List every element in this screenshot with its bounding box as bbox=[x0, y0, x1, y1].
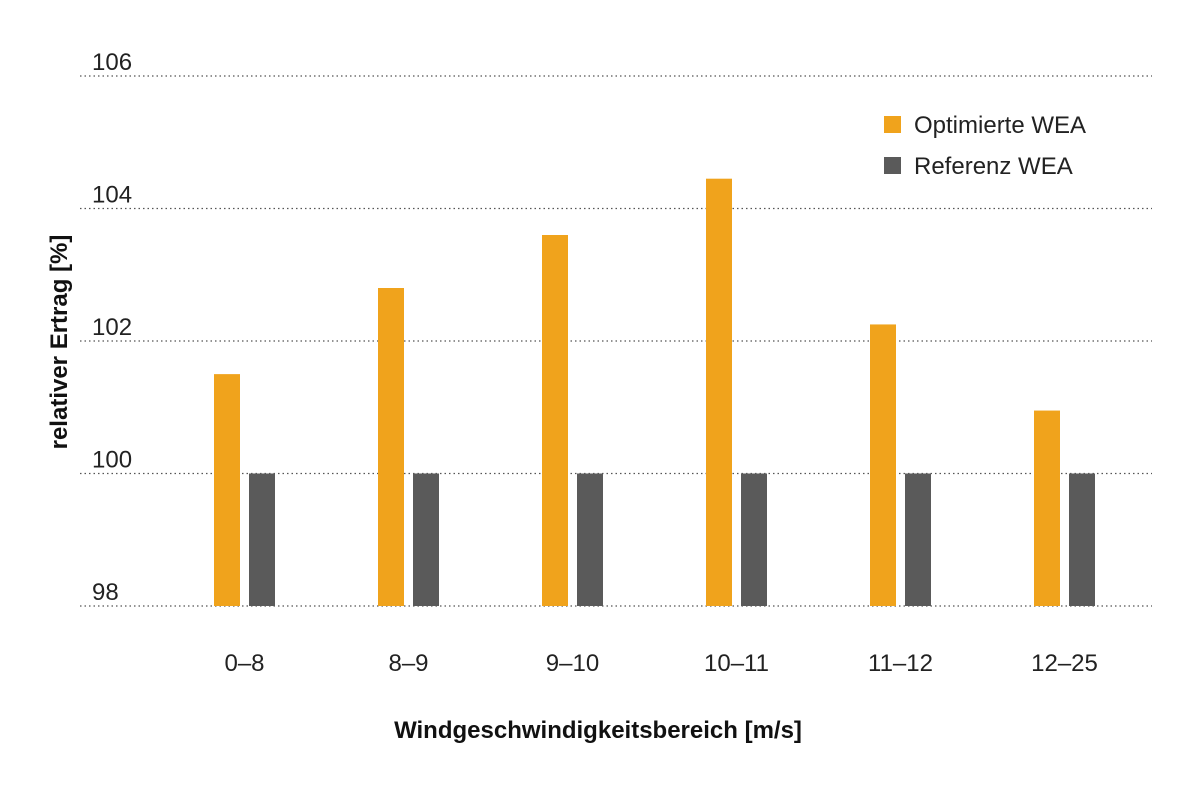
x-axis-title: Windgeschwindigkeitsbereich [m/s] bbox=[394, 717, 802, 744]
y-tick-label: 106 bbox=[92, 49, 132, 76]
bar-series-1-category-4 bbox=[905, 473, 931, 606]
bar-series-0-category-5 bbox=[1034, 410, 1060, 606]
x-tick-label: 0–8 bbox=[224, 650, 264, 677]
y-tick-label: 104 bbox=[92, 182, 132, 209]
bar-series-0-category-3 bbox=[706, 178, 732, 606]
gridlines bbox=[80, 75, 1152, 607]
y-axis-title: relativer Ertrag [%] bbox=[46, 235, 73, 450]
y-tick-label: 102 bbox=[92, 314, 132, 341]
bar-series-1-category-5 bbox=[1069, 473, 1095, 606]
legend-swatch-referenz bbox=[884, 157, 901, 174]
bar-series-0-category-2 bbox=[542, 235, 568, 606]
x-tick-label: 11–12 bbox=[868, 650, 933, 677]
x-tick-label: 9–10 bbox=[546, 650, 599, 677]
legend-label-referenz: Referenz WEA bbox=[914, 153, 1073, 180]
bar-series-1-category-2 bbox=[577, 473, 603, 606]
x-tick-label: 10–11 bbox=[704, 650, 769, 677]
bar-series-0-category-4 bbox=[870, 324, 896, 606]
x-tick-label: 8–9 bbox=[388, 650, 428, 677]
legend-swatch-optimierte bbox=[884, 116, 901, 133]
bar-series-1-category-0 bbox=[249, 473, 275, 606]
y-tick-label: 98 bbox=[92, 579, 119, 606]
legend-label-optimierte: Optimierte WEA bbox=[914, 112, 1086, 139]
bar-series-0-category-1 bbox=[378, 288, 404, 606]
bar-series-1-category-1 bbox=[413, 473, 439, 606]
x-axis-ticks: 0–8 8–9 9–10 10–11 11–12 12–25 bbox=[224, 650, 1097, 677]
bar-series-0-category-0 bbox=[214, 374, 240, 606]
legend: Optimierte WEA Referenz WEA bbox=[884, 112, 1086, 180]
bar-series-1-category-3 bbox=[741, 473, 767, 606]
y-axis-ticks: 98 100 102 104 106 bbox=[92, 49, 132, 606]
y-tick-label: 100 bbox=[92, 447, 132, 474]
x-tick-label: 12–25 bbox=[1031, 650, 1098, 677]
bars bbox=[214, 178, 1095, 606]
